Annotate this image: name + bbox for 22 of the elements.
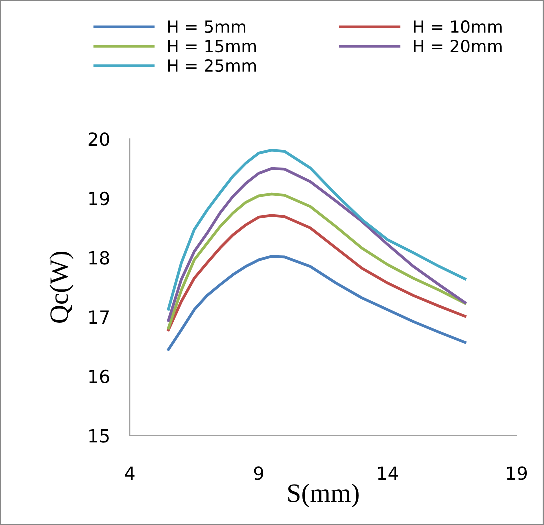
- line-series: [167, 149, 467, 311]
- legend-label: H = 15mm: [168, 40, 256, 53]
- y-tick-label: 16: [90, 370, 110, 384]
- y-tick-label: 19: [90, 192, 110, 206]
- y-tick-label: 18: [90, 251, 110, 265]
- x-tick-label: 19: [507, 466, 528, 480]
- legend-label: H = 5mm: [168, 20, 246, 34]
- y-axis-title: Qc(W): [50, 252, 74, 323]
- line-series: [167, 192, 467, 330]
- x-axis-title: S(mm): [288, 484, 359, 508]
- legend-label: H = 25mm: [168, 59, 256, 72]
- legend-label: H = 10mm: [414, 20, 502, 34]
- y-tick-label: 15: [90, 429, 109, 443]
- line-series: [167, 255, 467, 352]
- y-tick-label: 20: [88, 132, 110, 146]
- line-series: [167, 214, 467, 332]
- x-tick-label: 4: [125, 466, 135, 480]
- y-tick-label: 17: [90, 310, 110, 324]
- x-tick-label: 14: [378, 466, 398, 480]
- x-tick-label: 9: [254, 466, 264, 480]
- legend-label: H = 20mm: [414, 40, 502, 53]
- line-series: [167, 167, 467, 322]
